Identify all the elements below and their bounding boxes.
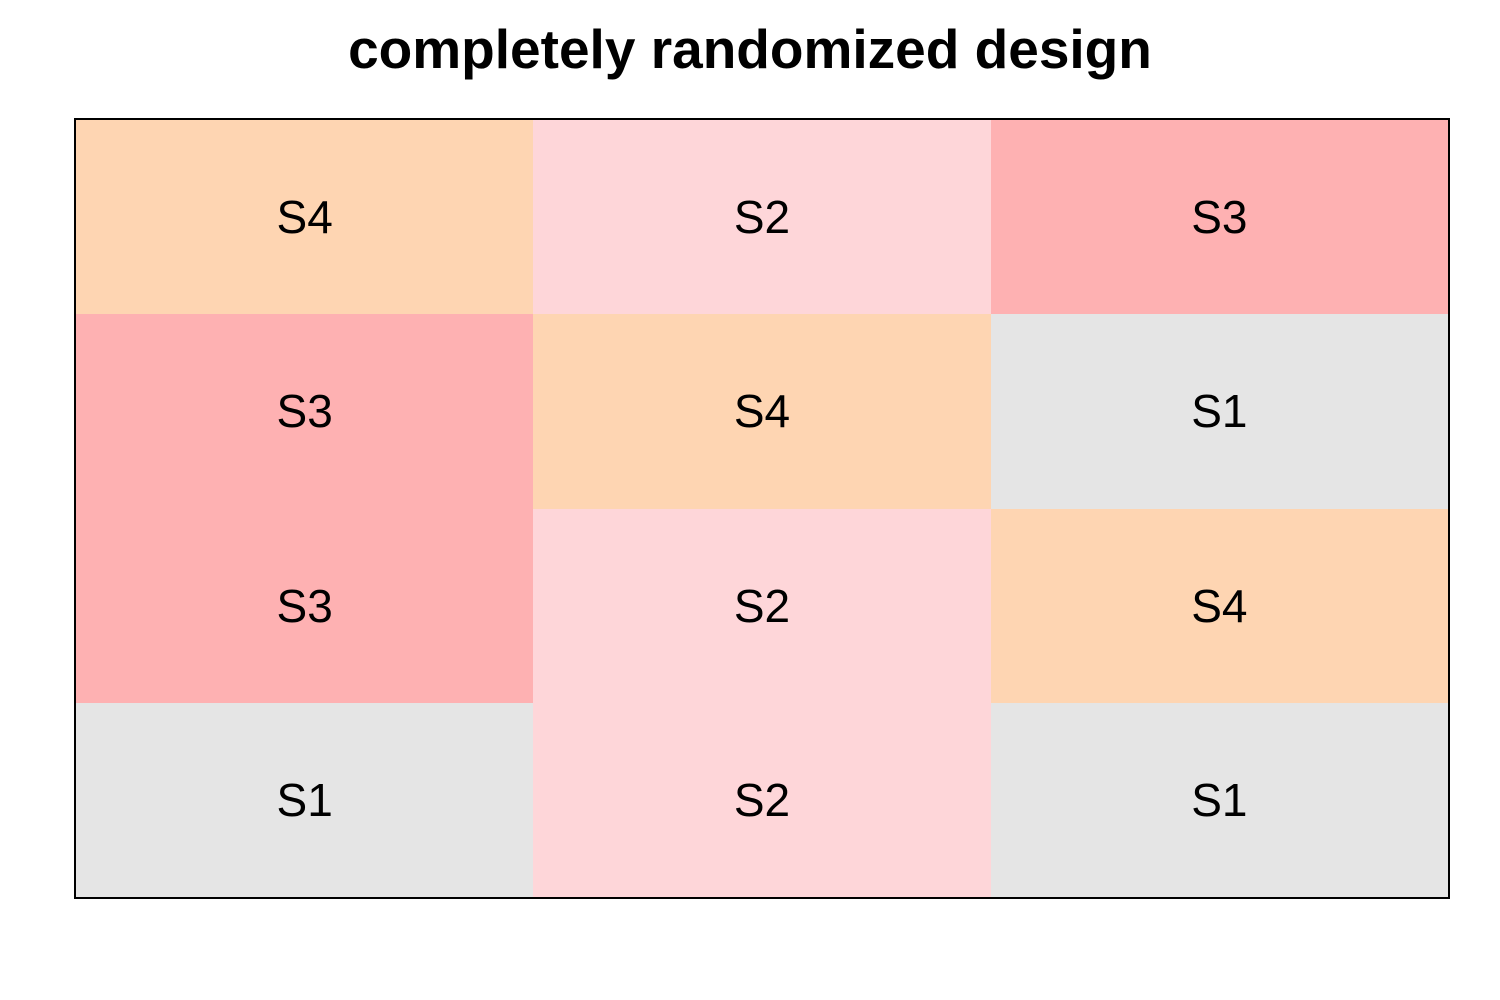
- plot-cell: S4: [76, 120, 534, 315]
- treatment-label: S3: [276, 385, 333, 438]
- plot-cell: S2: [533, 508, 991, 703]
- treatment-label: S1: [1191, 385, 1248, 438]
- chart-title: completely randomized design: [348, 18, 1152, 80]
- plot-cell: S3: [990, 120, 1448, 315]
- plot-cell: S4: [533, 314, 991, 509]
- treatment-label: S2: [733, 579, 791, 632]
- plot-cell: S2: [533, 702, 991, 897]
- plot-cell: S1: [990, 314, 1448, 509]
- plot-cell: S3: [76, 314, 534, 509]
- treatment-label: S4: [1191, 579, 1248, 632]
- treatment-label: S3: [1191, 191, 1248, 244]
- treatment-label: S4: [276, 191, 333, 244]
- plot-cell: S1: [990, 702, 1448, 897]
- plot-cell: S1: [76, 702, 534, 897]
- plot-cell: S4: [990, 508, 1448, 703]
- treatment-label: S4: [733, 385, 791, 438]
- treatment-label: S1: [1191, 773, 1248, 826]
- treatment-label: S3: [276, 579, 333, 632]
- treatment-label: S1: [276, 773, 333, 826]
- treatment-label: S2: [733, 191, 791, 244]
- plot-cell: S3: [76, 508, 534, 703]
- treatment-label: S2: [733, 773, 791, 826]
- plot-cell: S2: [533, 120, 991, 315]
- plot-grid: S4 S2 S3 S3 S4 S1 S3 S2 S4 S1 S2 S1: [74, 118, 1450, 899]
